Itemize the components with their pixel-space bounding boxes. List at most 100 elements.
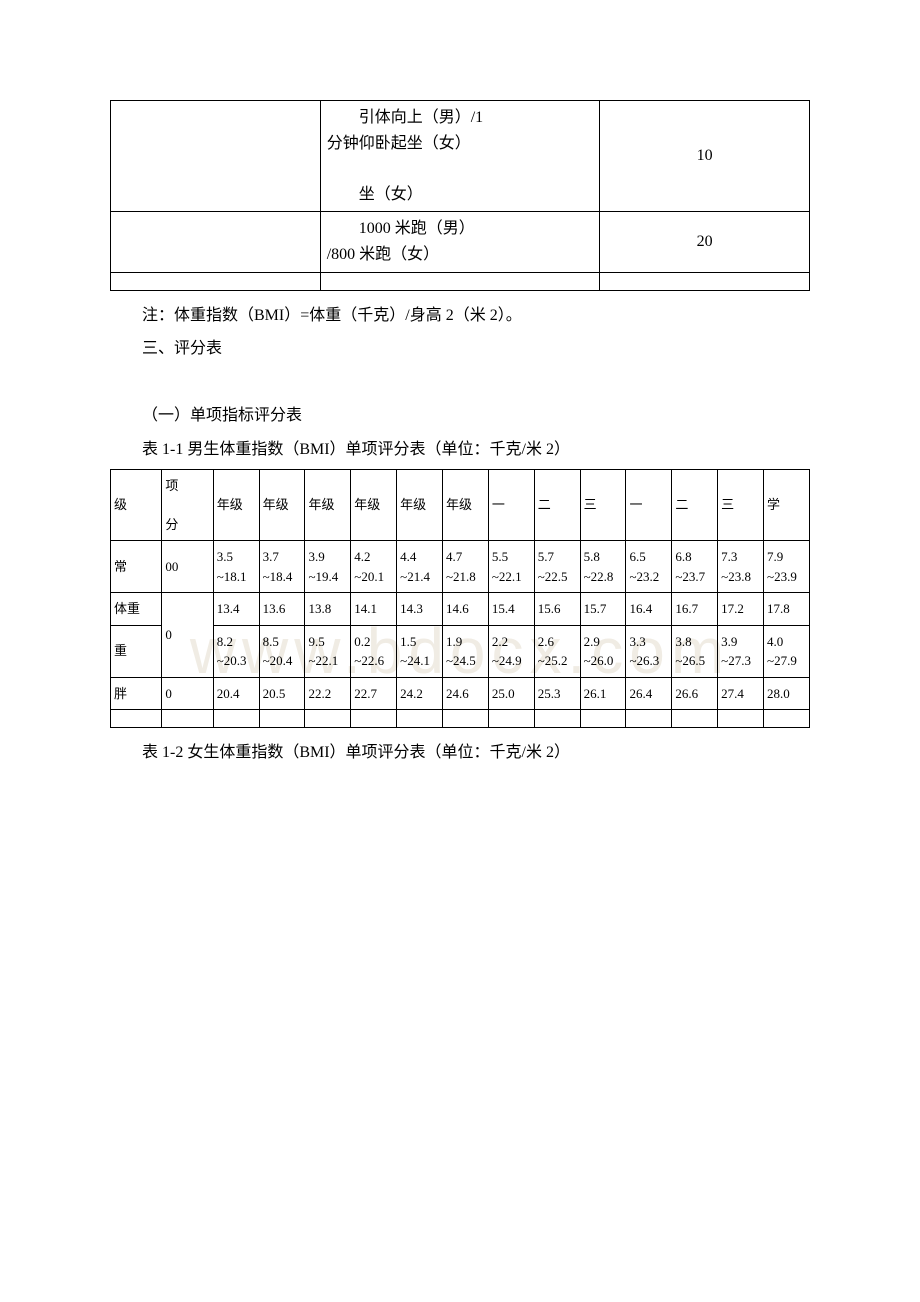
top-r1-c1 — [111, 101, 321, 212]
r0-v11: 7.3~23.8 — [718, 541, 764, 593]
section-heading: 三、评分表 — [110, 336, 810, 362]
h-4: 年级 — [305, 469, 351, 541]
r0-v0: 3.5~18.1 — [213, 541, 259, 593]
h-2: 年级 — [213, 469, 259, 541]
bmi-row-overweight: 重 8.2~20.3 8.5~20.4 9.5~22.1 0.2~22.6 1.… — [111, 625, 810, 677]
top-r1-c2-l2: 分钟仰卧起坐（女） — [327, 131, 594, 157]
r1-v0: 13.4 — [213, 593, 259, 626]
r0-v3: 4.2~20.1 — [351, 541, 397, 593]
h-9: 二 — [534, 469, 580, 541]
r1-v12: 17.8 — [764, 593, 810, 626]
h-14: 学 — [764, 469, 810, 541]
r0-v1: 3.7~18.4 — [259, 541, 305, 593]
h-7: 年级 — [443, 469, 489, 541]
h-6: 年级 — [397, 469, 443, 541]
r3-v8: 26.1 — [580, 677, 626, 710]
bmi-empty-row — [111, 710, 810, 728]
r2-v1: 8.5~20.4 — [259, 625, 305, 677]
r3-v4: 24.2 — [397, 677, 443, 710]
r2-v2: 9.5~22.1 — [305, 625, 351, 677]
r1-v4: 14.3 — [397, 593, 443, 626]
top-r2-c2-l2: /800 米跑（女） — [327, 242, 594, 268]
r1-v10: 16.7 — [672, 593, 718, 626]
h-1: 项 分 — [162, 469, 213, 541]
r3-v11: 27.4 — [718, 677, 764, 710]
r1-v9: 16.4 — [626, 593, 672, 626]
r2-v11: 3.9~27.3 — [718, 625, 764, 677]
top-r1-c2: 引体向上（男）/1 分钟仰卧起坐（女） 坐（女） — [320, 101, 600, 212]
r0-v2: 3.9~19.4 — [305, 541, 351, 593]
r2-v6: 2.2~24.9 — [488, 625, 534, 677]
r0-v8: 5.8~22.8 — [580, 541, 626, 593]
r1-v2: 13.8 — [305, 593, 351, 626]
r1-score: 0 — [162, 593, 213, 678]
bmi-row-underweight: 体重 0 13.4 13.6 13.8 14.1 14.3 14.6 15.4 … — [111, 593, 810, 626]
bmi-row-obese: 胖 0 20.4 20.5 22.2 22.7 24.2 24.6 25.0 2… — [111, 677, 810, 710]
r3-v5: 24.6 — [443, 677, 489, 710]
top-r3-c3 — [600, 272, 810, 290]
bmi-header-row: 级 项 分 年级 年级 年级 年级 年级 年级 一 二 三 一 二 三 学 — [111, 469, 810, 541]
table11-caption: 表 1-1 男生体重指数（BMI）单项评分表（单位：千克/米 2） — [110, 437, 810, 463]
bmi-table-male: 级 项 分 年级 年级 年级 年级 年级 年级 一 二 三 一 二 三 学 常 … — [110, 469, 810, 729]
r3-v7: 25.3 — [534, 677, 580, 710]
h-8: 一 — [488, 469, 534, 541]
note-text: 注：体重指数（BMI）=体重（千克）/身高 2（米 2）。 — [110, 303, 810, 329]
r1-v1: 13.6 — [259, 593, 305, 626]
r0-v9: 6.5~23.2 — [626, 541, 672, 593]
r3-v12: 28.0 — [764, 677, 810, 710]
r3-v3: 22.7 — [351, 677, 397, 710]
table12-caption: 表 1-2 女生体重指数（BMI）单项评分表（单位：千克/米 2） — [110, 740, 810, 766]
r0-v6: 5.5~22.1 — [488, 541, 534, 593]
top-r2-c2-l1: 1000 米跑（男） — [327, 216, 594, 242]
r3-v9: 26.4 — [626, 677, 672, 710]
sub-heading: （一）单项指标评分表 — [110, 403, 810, 429]
r0-v4: 4.4~21.4 — [397, 541, 443, 593]
r2-v5: 1.9~24.5 — [443, 625, 489, 677]
r0-v10: 6.8~23.7 — [672, 541, 718, 593]
h-0: 级 — [111, 469, 162, 541]
r3-score: 0 — [162, 677, 213, 710]
r3-v0: 20.4 — [213, 677, 259, 710]
r2-v0: 8.2~20.3 — [213, 625, 259, 677]
top-r1-c2-l1: 引体向上（男）/1 — [327, 105, 594, 131]
r1-v11: 17.2 — [718, 593, 764, 626]
page-content: 引体向上（男）/1 分钟仰卧起坐（女） 坐（女） 10 1000 米跑（男） /… — [110, 100, 810, 766]
r2-v9: 3.3~26.3 — [626, 625, 672, 677]
bmi-row-normal: 常 00 3.5~18.1 3.7~18.4 3.9~19.4 4.2~20.1… — [111, 541, 810, 593]
r2-v3: 0.2~22.6 — [351, 625, 397, 677]
r2-label: 重 — [111, 625, 162, 677]
r1-label: 体重 — [111, 593, 162, 626]
top-r3-c1 — [111, 272, 321, 290]
r0-score: 00 — [162, 541, 213, 593]
r2-v8: 2.9~26.0 — [580, 625, 626, 677]
r2-v4: 1.5~24.1 — [397, 625, 443, 677]
r2-v10: 3.8~26.5 — [672, 625, 718, 677]
r3-v1: 20.5 — [259, 677, 305, 710]
top-r1-c2-l4: 坐（女） — [327, 182, 594, 208]
top-r3-c2 — [320, 272, 600, 290]
r0-v5: 4.7~21.8 — [443, 541, 489, 593]
top-r2-c1 — [111, 212, 321, 272]
h-13: 三 — [718, 469, 764, 541]
r1-v6: 15.4 — [488, 593, 534, 626]
top-r2-c3: 20 — [600, 212, 810, 272]
h-3: 年级 — [259, 469, 305, 541]
r1-v5: 14.6 — [443, 593, 489, 626]
r3-v6: 25.0 — [488, 677, 534, 710]
r3-v10: 26.6 — [672, 677, 718, 710]
top-r1-c3: 10 — [600, 101, 810, 212]
r0-label: 常 — [111, 541, 162, 593]
h-5: 年级 — [351, 469, 397, 541]
top-table: 引体向上（男）/1 分钟仰卧起坐（女） 坐（女） 10 1000 米跑（男） /… — [110, 100, 810, 291]
h-10: 三 — [580, 469, 626, 541]
top-r2-c2: 1000 米跑（男） /800 米跑（女） — [320, 212, 600, 272]
h-12: 二 — [672, 469, 718, 541]
r1-v8: 15.7 — [580, 593, 626, 626]
r0-v12: 7.9~23.9 — [764, 541, 810, 593]
r3-label: 胖 — [111, 677, 162, 710]
r2-v12: 4.0~27.9 — [764, 625, 810, 677]
r0-v7: 5.7~22.5 — [534, 541, 580, 593]
r2-v7: 2.6~25.2 — [534, 625, 580, 677]
r3-v2: 22.2 — [305, 677, 351, 710]
r1-v7: 15.6 — [534, 593, 580, 626]
